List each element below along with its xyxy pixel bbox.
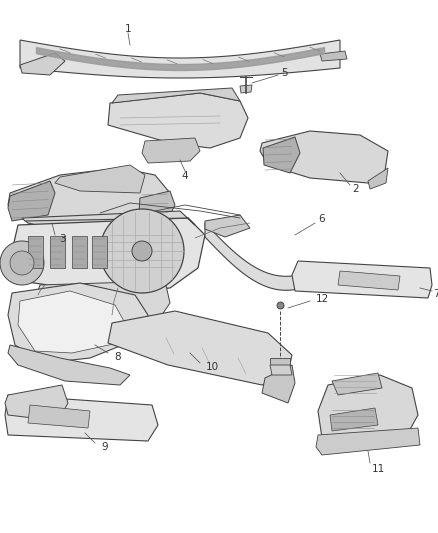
Text: 11: 11 <box>371 464 385 474</box>
Text: 12: 12 <box>315 294 328 304</box>
Polygon shape <box>112 88 240 103</box>
Polygon shape <box>55 165 145 193</box>
Text: 7: 7 <box>433 289 438 299</box>
Polygon shape <box>338 271 400 290</box>
Bar <box>92 236 107 268</box>
Polygon shape <box>8 168 170 238</box>
Text: 5: 5 <box>281 68 287 78</box>
Polygon shape <box>240 85 252 93</box>
Polygon shape <box>108 93 248 148</box>
Polygon shape <box>368 168 388 189</box>
Polygon shape <box>205 223 320 290</box>
Polygon shape <box>28 405 90 428</box>
Bar <box>72 236 87 268</box>
Polygon shape <box>5 385 68 421</box>
Polygon shape <box>270 365 292 375</box>
Polygon shape <box>32 281 170 325</box>
Text: 10: 10 <box>205 362 219 372</box>
Polygon shape <box>12 218 205 293</box>
Text: 2: 2 <box>353 184 359 194</box>
Polygon shape <box>8 181 55 221</box>
Polygon shape <box>142 138 200 163</box>
Polygon shape <box>320 51 347 61</box>
Bar <box>50 236 65 268</box>
Bar <box>28 236 43 268</box>
Text: 9: 9 <box>102 442 108 452</box>
Text: 4: 4 <box>182 171 188 181</box>
Polygon shape <box>20 40 340 78</box>
Polygon shape <box>0 241 44 285</box>
Polygon shape <box>8 345 130 385</box>
Polygon shape <box>260 131 388 183</box>
Polygon shape <box>100 209 184 293</box>
Polygon shape <box>332 373 382 395</box>
Polygon shape <box>316 428 420 455</box>
Polygon shape <box>5 395 158 441</box>
Text: 3: 3 <box>59 234 65 244</box>
Polygon shape <box>108 311 292 385</box>
Polygon shape <box>262 365 295 403</box>
Polygon shape <box>22 211 195 225</box>
Polygon shape <box>292 261 432 298</box>
Text: 6: 6 <box>319 214 325 224</box>
Text: 8: 8 <box>115 352 121 362</box>
Polygon shape <box>8 283 148 363</box>
Polygon shape <box>205 215 250 237</box>
Polygon shape <box>132 241 152 261</box>
Polygon shape <box>10 251 34 275</box>
Polygon shape <box>263 137 300 173</box>
Polygon shape <box>20 53 65 75</box>
Polygon shape <box>138 191 175 227</box>
Polygon shape <box>330 408 378 431</box>
Polygon shape <box>318 375 418 445</box>
Polygon shape <box>270 358 290 365</box>
Polygon shape <box>18 291 125 353</box>
Text: 1: 1 <box>125 24 131 34</box>
